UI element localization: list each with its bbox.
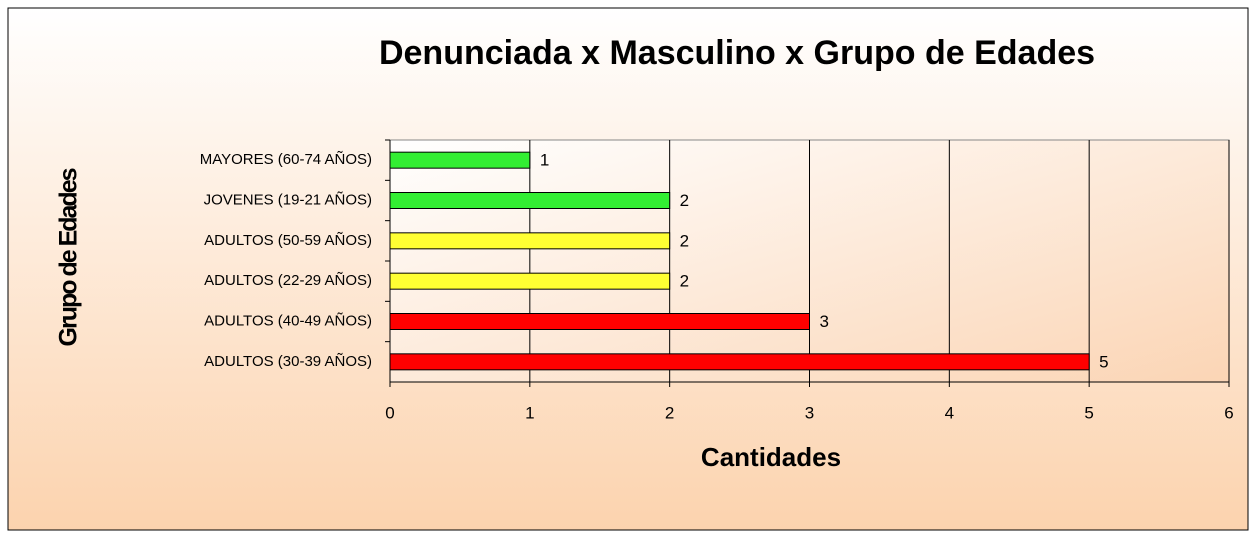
- chart-title: Denunciada x Masculino x Grupo de Edades: [379, 34, 1095, 72]
- x-axis-title: Cantidades: [701, 442, 841, 472]
- data-label: 2: [680, 191, 689, 210]
- data-label: 2: [680, 231, 689, 250]
- y-tick-label: MAYORES (60-74 AÑOS): [200, 151, 372, 168]
- x-tick-label: 5: [1084, 403, 1093, 422]
- data-label: 2: [680, 272, 689, 291]
- x-tick-label: 3: [805, 403, 814, 422]
- x-tick-label: 2: [665, 403, 674, 422]
- x-tick-label: 1: [525, 403, 534, 422]
- y-tick-label: ADULTOS (50-59 AÑOS): [204, 232, 372, 249]
- bar: [389, 232, 671, 250]
- x-tick-label: 6: [1224, 403, 1233, 422]
- data-label: 3: [820, 312, 829, 331]
- y-tick-label: ADULTOS (22-29 AÑOS): [204, 272, 372, 289]
- y-tick-label: ADULTOS (30-39 AÑOS): [204, 353, 372, 370]
- x-tick-label: 4: [945, 403, 954, 422]
- y-axis-title: Grupo de Edades: [55, 168, 83, 346]
- bar: [389, 272, 671, 290]
- bar: [389, 313, 810, 330]
- bar: [389, 353, 1090, 371]
- y-tick-label: ADULTOS (40-49 AÑOS): [204, 312, 372, 329]
- bar: [389, 192, 671, 209]
- data-label: 1: [540, 151, 549, 170]
- bar: [389, 151, 531, 169]
- x-tick-label: 0: [385, 403, 394, 422]
- y-tick-label: JOVENES (19-21 AÑOS): [204, 191, 372, 208]
- data-label: 5: [1099, 352, 1108, 371]
